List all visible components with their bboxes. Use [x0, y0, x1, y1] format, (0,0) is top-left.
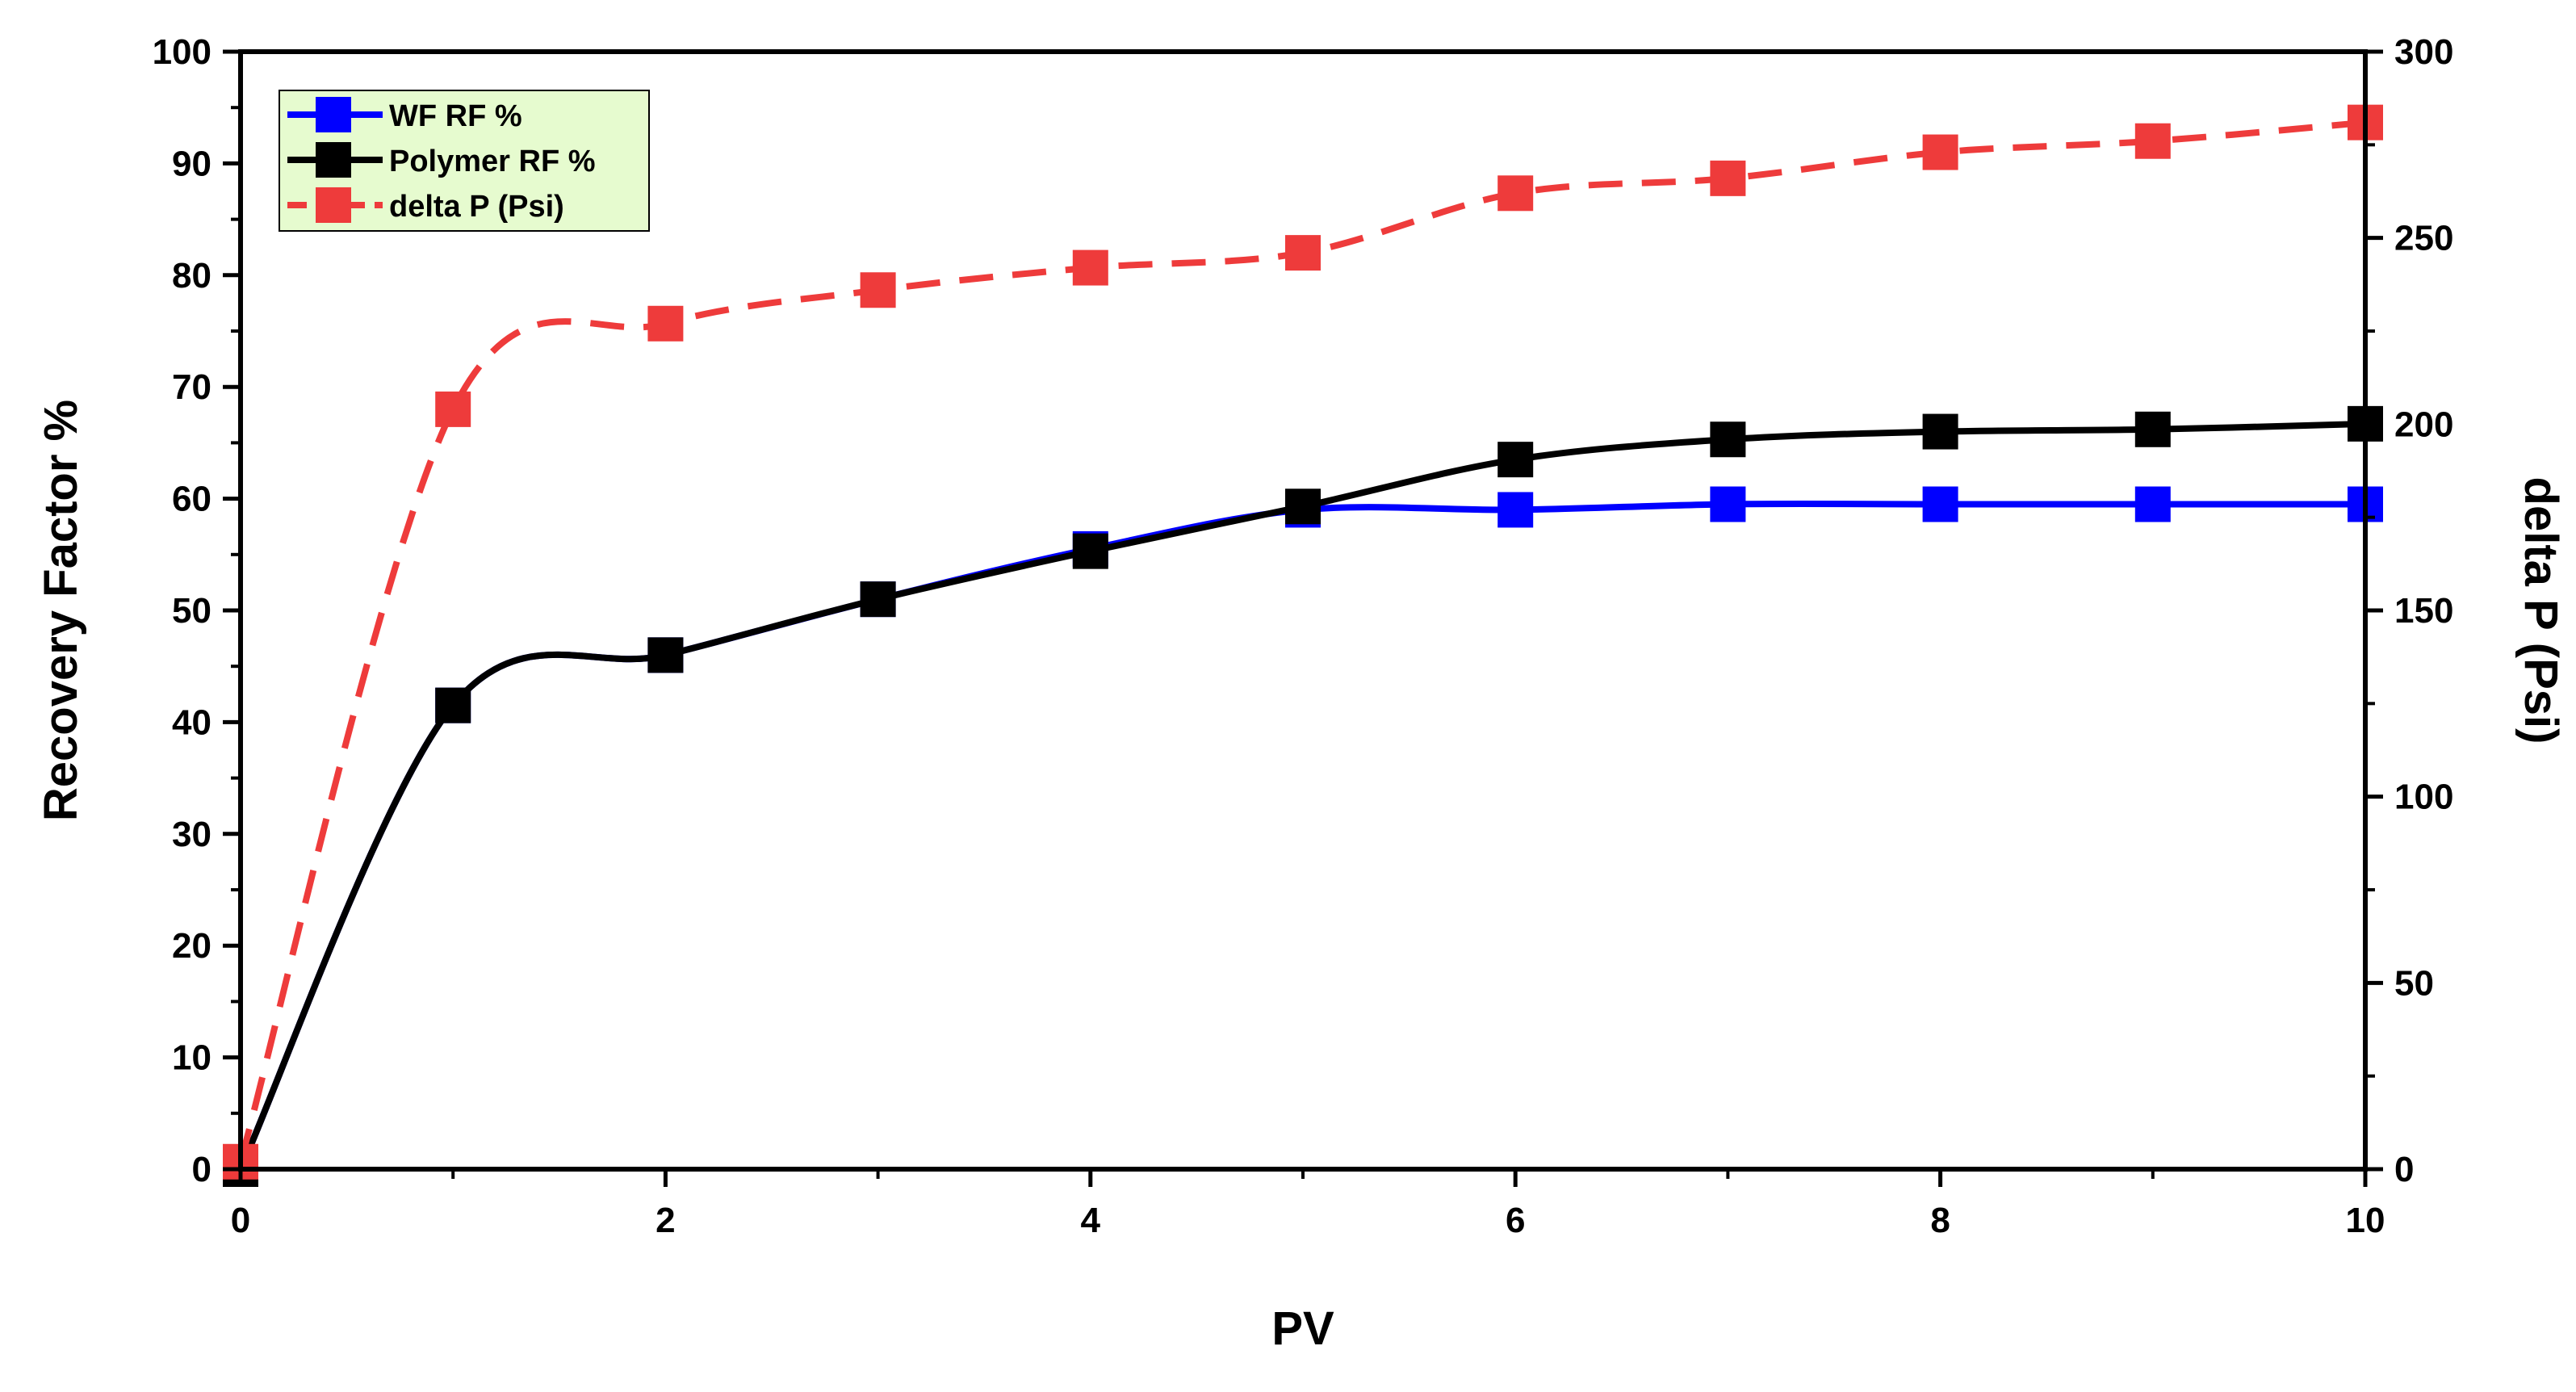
y-left-tick-label: 40: [172, 702, 212, 742]
x-axis-title: PV: [1271, 1302, 1334, 1355]
data-point: [2134, 486, 2171, 522]
y-left-tick-label: 100: [153, 32, 212, 72]
y-right-tick-label: 100: [2394, 778, 2453, 817]
series-1: [223, 405, 2383, 1187]
x-axis: 0 2 4 6 8 10: [231, 1169, 2385, 1240]
x-tick-label: 8: [1930, 1201, 1950, 1240]
y-left-tick-label: 90: [172, 144, 212, 183]
series-layer: [223, 104, 2383, 1187]
legend-marker: [316, 187, 351, 223]
data-point: [1710, 486, 1746, 522]
legend: WF RF % Polymer RF % delta P (Psi): [279, 90, 650, 232]
data-point: [1922, 413, 1958, 450]
y-right-tick-label: 250: [2394, 219, 2453, 258]
data-point: [860, 581, 896, 618]
legend-item: Polymer RF %: [287, 142, 596, 178]
y-left-axis-title: Recovery Factor %: [35, 400, 87, 821]
data-point: [1497, 492, 1534, 528]
data-point: [1497, 442, 1534, 478]
x-tick-label: 6: [1506, 1201, 1525, 1240]
x-tick-label: 0: [231, 1201, 250, 1240]
data-point: [1710, 160, 1746, 196]
legend-label: WF RF %: [389, 99, 522, 133]
series-line: [237, 420, 2366, 1171]
y-left-tick-label: 0: [192, 1150, 212, 1189]
legend-label: delta P (Psi): [389, 190, 564, 224]
x-tick-label: 10: [2346, 1201, 2385, 1240]
legend-item: WF RF %: [287, 97, 522, 133]
y-left-axis: 0 10 20 30 40 50 60 70 80 90 100: [153, 32, 241, 1189]
legend-item: delta P (Psi): [287, 187, 564, 224]
y-left-tick-label: 80: [172, 256, 212, 296]
y-right-tick-label: 150: [2394, 591, 2453, 631]
data-point: [2134, 123, 2171, 159]
data-point: [1497, 175, 1534, 212]
y-right-tick-label: 50: [2394, 963, 2434, 1003]
data-point: [860, 272, 896, 308]
data-point: [1710, 421, 1746, 458]
y-right-tick-label: 0: [2394, 1150, 2414, 1189]
data-point: [1922, 486, 1958, 522]
data-point: [1072, 249, 1108, 286]
data-point: [2134, 411, 2171, 447]
data-point: [647, 305, 684, 342]
data-point: [1072, 533, 1108, 569]
y-left-tick-label: 20: [172, 926, 212, 966]
x-tick-label: 4: [1081, 1201, 1101, 1240]
legend-label: Polymer RF %: [389, 145, 596, 178]
data-point: [647, 637, 684, 673]
y-right-axis-title: delta P (Psi): [2515, 477, 2567, 744]
y-right-tick-label: 300: [2394, 32, 2453, 72]
data-point: [1922, 134, 1958, 170]
legend-marker: [316, 97, 351, 132]
y-left-tick-label: 50: [172, 591, 212, 631]
series-line: [237, 119, 2366, 1163]
y-left-tick-label: 70: [172, 367, 212, 407]
y-left-tick-label: 10: [172, 1038, 212, 1078]
y-left-tick-label: 30: [172, 815, 212, 854]
data-point: [1285, 235, 1321, 271]
y-right-tick-label: 200: [2394, 405, 2453, 444]
y-left-tick-label: 60: [172, 480, 212, 519]
data-point: [1285, 488, 1321, 525]
data-point: [435, 391, 471, 427]
data-point: [435, 687, 471, 723]
legend-marker: [316, 142, 351, 178]
x-tick-label: 2: [656, 1201, 675, 1240]
y-right-axis: 0 50 100 150 200 250 300: [2365, 32, 2453, 1189]
